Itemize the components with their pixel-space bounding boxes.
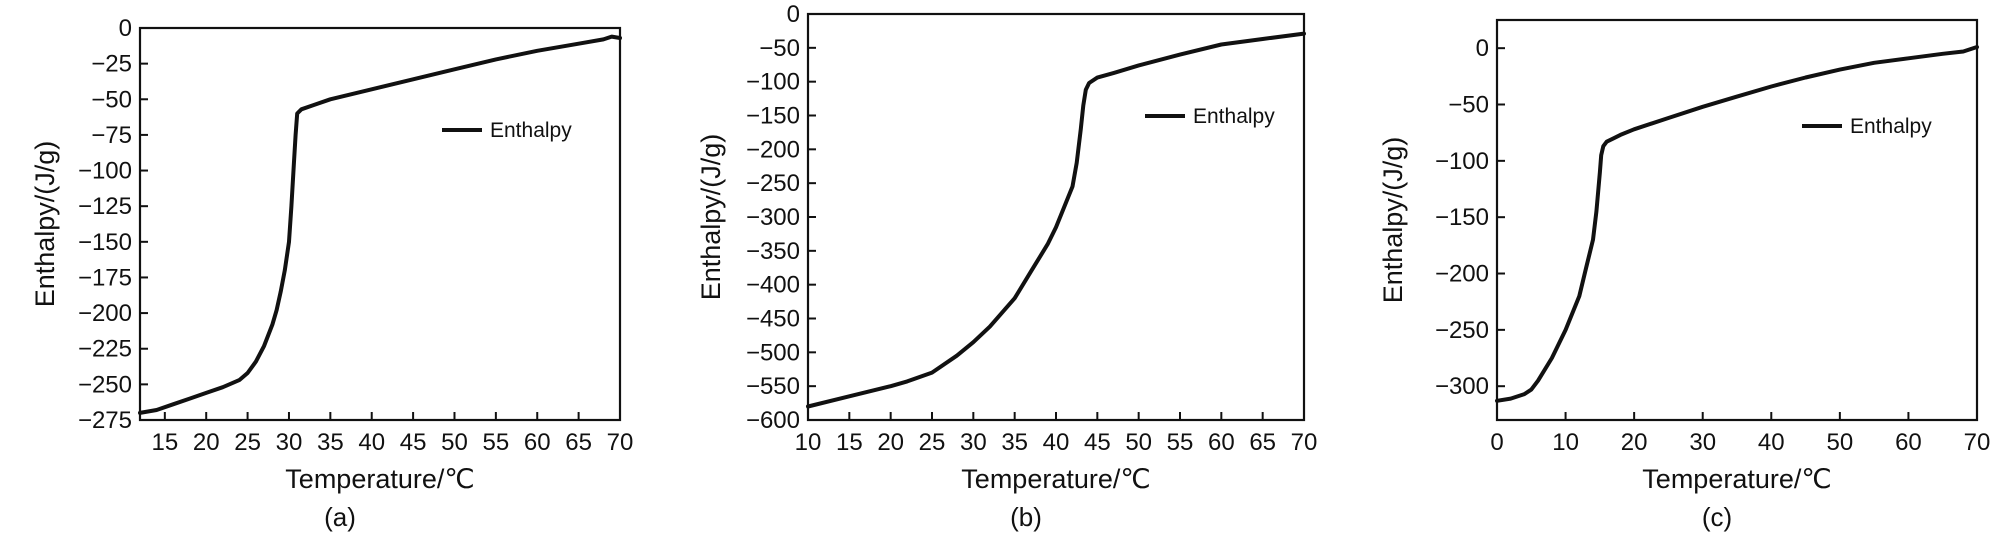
series-line-enthalpy xyxy=(806,31,1306,409)
y-tick-label: −50 xyxy=(1448,92,1489,119)
y-tick-label: −275 xyxy=(78,407,132,434)
legend: Enthalpy xyxy=(1145,105,1275,128)
y-tick-label: −250 xyxy=(1435,317,1489,344)
y-axis-label: Enthalpy/(J/g) xyxy=(696,134,726,301)
legend-label: Enthalpy xyxy=(1850,115,1932,138)
series-line-enthalpy xyxy=(138,34,622,415)
chart-panel-2: 10 15 20 25 30 35 40 45 50 55 60 65 70 0 −50 −100 −150 −2… xyxy=(696,1,1317,532)
x-tick-label: 0 xyxy=(1490,429,1503,456)
x-tick-label: 25 xyxy=(919,429,946,456)
x-axis-label: Temperature/℃ xyxy=(285,464,474,494)
x-tick-label: 50 xyxy=(441,429,468,456)
y-tick-label: −75 xyxy=(91,122,132,149)
y-tick-label: −150 xyxy=(1435,204,1489,231)
panel-label: (a) xyxy=(324,502,356,532)
y-tick-label: −200 xyxy=(1435,261,1489,288)
x-tick-label: 15 xyxy=(836,429,863,456)
y-tick-label: −500 xyxy=(746,339,800,366)
x-tick-label: 60 xyxy=(1895,429,1922,456)
plot-frame xyxy=(1495,18,1979,422)
x-tick-label: 40 xyxy=(358,429,385,456)
x-tick-label: 10 xyxy=(1552,429,1579,456)
panel-label: (b) xyxy=(1010,502,1042,532)
plot-frame xyxy=(138,26,622,422)
x-tick-label: 45 xyxy=(1084,429,1111,456)
panel-label: (c) xyxy=(1702,502,1732,532)
y-tick-label: 0 xyxy=(1476,35,1489,62)
x-axis-label: Temperature/℃ xyxy=(961,464,1150,494)
y-tick-label: −250 xyxy=(746,170,800,197)
y-tick-label: −300 xyxy=(1435,373,1489,400)
y-tick-label: −550 xyxy=(746,373,800,400)
x-tick-label: 50 xyxy=(1125,429,1152,456)
legend: Enthalpy xyxy=(442,119,572,142)
x-tick-label: 40 xyxy=(1043,429,1070,456)
legend: Enthalpy xyxy=(1802,115,1932,138)
x-tick-label: 10 xyxy=(795,429,822,456)
x-tick-label: 20 xyxy=(193,429,220,456)
x-tick-label: 70 xyxy=(1291,429,1318,456)
y-tick-label: −175 xyxy=(78,264,132,291)
x-tick-label: 15 xyxy=(151,429,178,456)
y-tick-label: −200 xyxy=(78,300,132,327)
x-tick-label: 35 xyxy=(317,429,344,456)
y-tick-label: −450 xyxy=(746,306,800,333)
legend-label: Enthalpy xyxy=(490,119,572,142)
y-tick-label: −300 xyxy=(746,204,800,231)
y-tick-label: −150 xyxy=(746,103,800,130)
y-tick-label: −225 xyxy=(78,336,132,363)
x-tick-label: 70 xyxy=(1964,429,1991,456)
x-tick-label: 30 xyxy=(276,429,303,456)
x-tick-label: 30 xyxy=(1689,429,1716,456)
y-tick-label: −100 xyxy=(78,158,132,185)
chart-panel-3: 0 10 20 30 40 50 60 70 0 −50 −100 −150 −200 −250 −300 T… xyxy=(1378,18,1991,532)
x-tick-label: 40 xyxy=(1758,429,1785,456)
x-tick-label: 25 xyxy=(234,429,261,456)
x-tick-label: 20 xyxy=(877,429,904,456)
y-tick-label: −100 xyxy=(1435,148,1489,175)
y-tick-label: −350 xyxy=(746,238,800,265)
x-tick-label: 55 xyxy=(483,429,510,456)
x-tick-label: 50 xyxy=(1827,429,1854,456)
x-tick-label: 60 xyxy=(524,429,551,456)
x-tick-label: 60 xyxy=(1208,429,1235,456)
x-tick-label: 30 xyxy=(960,429,987,456)
x-tick-label: 45 xyxy=(400,429,427,456)
y-axis-label: Enthalpy/(J/g) xyxy=(1378,137,1408,304)
x-tick-label: 70 xyxy=(607,429,634,456)
y-tick-label: −100 xyxy=(746,69,800,96)
series-line-enthalpy xyxy=(1495,45,1979,403)
x-tick-label: 35 xyxy=(1001,429,1028,456)
y-tick-label: −400 xyxy=(746,272,800,299)
x-tick-label: 65 xyxy=(1249,429,1276,456)
y-tick-label: −150 xyxy=(78,229,132,256)
y-tick-label: −50 xyxy=(91,86,132,113)
y-tick-label: 0 xyxy=(119,15,132,42)
y-tick-label: −250 xyxy=(78,371,132,398)
legend-label: Enthalpy xyxy=(1193,105,1275,128)
y-tick-label: −200 xyxy=(746,136,800,163)
y-tick-label: −50 xyxy=(759,35,800,62)
plot-frame xyxy=(806,12,1306,422)
y-tick-label: 0 xyxy=(787,1,800,28)
chart-panel-1: 15 20 25 30 35 40 45 50 55 60 65 70 0 −25 −50 −75 −100 −1… xyxy=(30,15,633,532)
x-axis-label: Temperature/℃ xyxy=(1642,464,1831,494)
x-tick-label: 55 xyxy=(1167,429,1194,456)
y-axis-label: Enthalpy/(J/g) xyxy=(30,141,60,308)
y-tick-label: −25 xyxy=(91,51,132,78)
y-tick-label: −125 xyxy=(78,193,132,220)
x-tick-label: 65 xyxy=(565,429,592,456)
x-tick-label: 20 xyxy=(1621,429,1648,456)
y-tick-label: −600 xyxy=(746,407,800,434)
